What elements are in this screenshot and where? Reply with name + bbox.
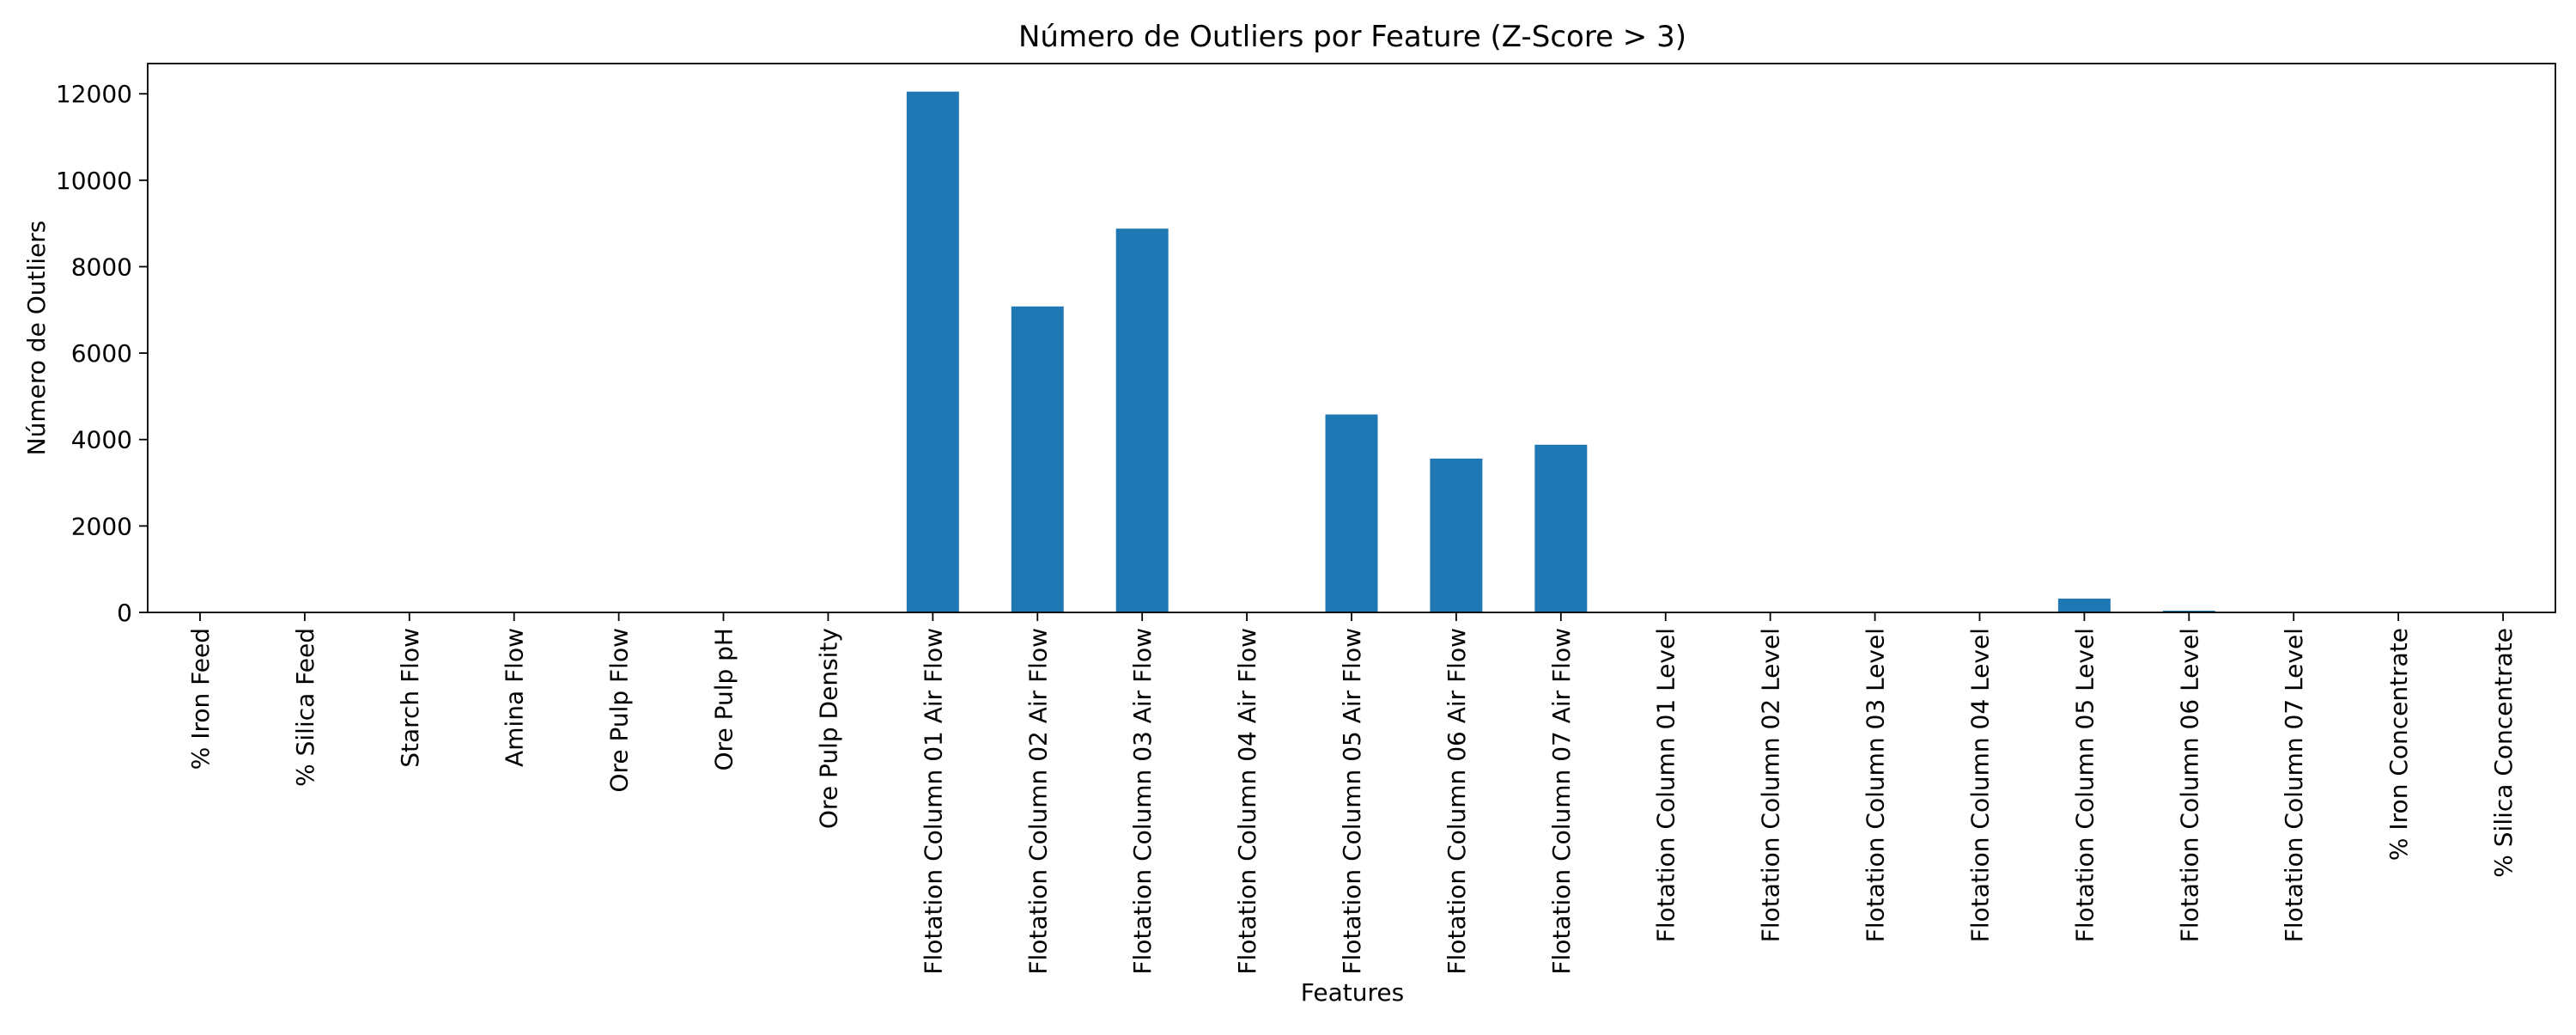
x-tick-label: % Iron Feed: [186, 628, 215, 770]
x-tick-label: Flotation Column 02 Air Flow: [1024, 628, 1052, 975]
x-tick-label: Flotation Column 07 Level: [2280, 628, 2308, 942]
x-tick-label: Ore Pulp Flow: [605, 628, 634, 793]
x-tick-label: Flotation Column 06 Air Flow: [1443, 628, 1471, 975]
bar: [1115, 228, 1169, 612]
x-tick-label: Flotation Column 05 Air Flow: [1338, 628, 1366, 975]
x-tick-label: % Silica Feed: [291, 628, 319, 787]
x-tick-label: Flotation Column 05 Level: [2070, 628, 2099, 942]
x-tick-label: Flotation Column 04 Air Flow: [1233, 628, 1261, 975]
x-tick-label: Flotation Column 02 Level: [1757, 628, 1785, 942]
x-tick-label: % Iron Concentrate: [2385, 628, 2413, 861]
x-tick-label: Starch Flow: [396, 628, 424, 768]
y-axis: 0 2000 4000 6000 8000 10000 12000: [56, 80, 148, 627]
y-tick-label: 10000: [56, 167, 132, 195]
x-tick-label: Ore Pulp Density: [814, 628, 842, 829]
x-tick-label: Amina Flow: [501, 628, 529, 767]
y-tick-label: 6000: [71, 339, 132, 368]
y-tick-label: 4000: [71, 426, 132, 454]
y-tick-label: 8000: [71, 253, 132, 281]
x-axis: % Iron Feed % Silica Feed Starch Flow Amina…: [186, 612, 2518, 975]
x-axis-label: Features: [1301, 978, 1404, 1007]
bar: [906, 91, 959, 613]
bars-layer: [906, 91, 2215, 613]
bar: [1011, 306, 1064, 612]
bar: [2162, 610, 2215, 612]
bar: [2057, 598, 2111, 612]
y-axis-label: Número de Outliers: [22, 221, 51, 456]
chart-title: Número de Outliers por Feature (Z-Score …: [1018, 20, 1686, 54]
x-tick-label: Flotation Column 06 Level: [2175, 628, 2203, 942]
bar: [1430, 458, 1483, 612]
plot-frame: [147, 63, 2556, 613]
x-tick-label: Flotation Column 01 Air Flow: [919, 628, 947, 975]
x-tick-label: Flotation Column 07 Air Flow: [1547, 628, 1576, 975]
x-tick-label: Ore Pulp pH: [710, 628, 738, 770]
y-tick-label: 12000: [56, 80, 132, 108]
bar: [1534, 444, 1588, 612]
x-tick-label: Flotation Column 03 Air Flow: [1128, 628, 1157, 975]
x-tick-label: Flotation Column 04 Level: [1965, 628, 1994, 942]
y-tick-label: 0: [117, 599, 132, 627]
x-tick-label: Flotation Column 03 Level: [1862, 628, 1890, 942]
y-tick-label: 2000: [71, 512, 132, 540]
x-tick-label: Flotation Column 01 Level: [1652, 628, 1680, 942]
bar: [1325, 414, 1378, 612]
x-tick-label: % Silica Concentrate: [2489, 628, 2518, 878]
